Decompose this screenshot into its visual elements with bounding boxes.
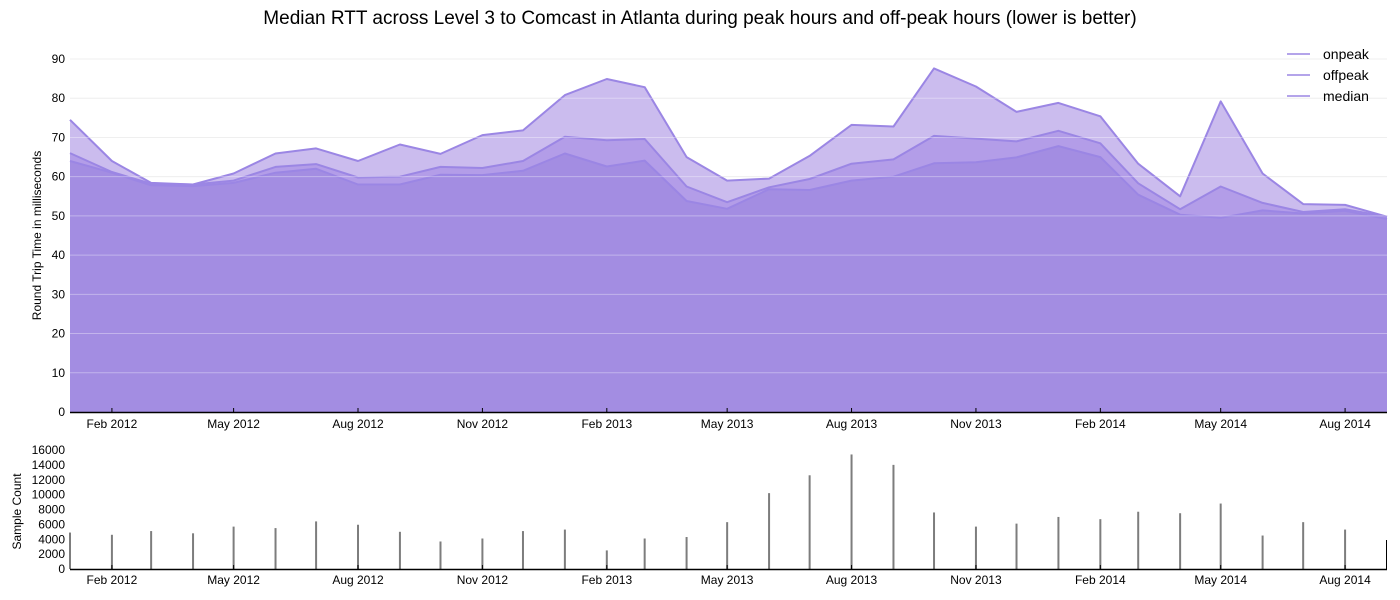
top-y-tick-label: 90 [52,52,66,66]
sample-count-bar [1219,503,1222,569]
sample-count-bar [439,541,442,569]
bottom-y-axis-label: Sample Count [10,473,24,550]
top-y-tick-label: 70 [52,130,66,144]
top-x-tick-label: May 2014 [1194,417,1247,431]
legend-label-median: median [1323,88,1369,104]
sample-count-bar [643,538,646,569]
top-y-tick-label: 10 [52,366,66,380]
bottom-y-tick-label: 8000 [38,503,65,517]
sample-count-bar [1137,511,1140,569]
sample-count-bar [521,531,524,569]
sample-count-bar [850,454,853,569]
bottom-x-tick-label: Aug 2013 [826,573,878,587]
area-median [70,146,1387,412]
bottom-x-tick-label: Nov 2013 [950,573,1002,587]
bottom-x-tick-label: Feb 2013 [581,573,632,587]
top-y-tick-label: 40 [52,248,66,262]
top-x-tick-label: Feb 2012 [87,417,138,431]
sample-count-bar [726,522,729,569]
legend-label-offpeak: offpeak [1323,67,1370,83]
sample-count-bar [357,524,360,569]
chart-title: Median RTT across Level 3 to Comcast in … [263,8,1137,29]
bottom-y-tick-label: 6000 [38,517,65,531]
sample-count-bar [605,550,608,569]
top-y-tick-label: 30 [52,287,66,301]
sample-count-bar [274,528,277,569]
sample-count-bar [481,538,484,569]
bottom-x-tick-label: May 2014 [1194,573,1247,587]
legend-label-onpeak: onpeak [1323,46,1370,62]
top-x-tick-label: May 2013 [701,417,754,431]
sample-count-bar [974,526,977,569]
sample-count-bar [315,521,318,569]
top-y-tick-label: 0 [58,405,65,419]
top-y-axis-label: Round Trip Time in milliseconds [30,151,44,320]
line-median [69,145,1388,220]
sample-count-bars [69,454,1347,569]
sample-count-bar [192,533,195,569]
sample-count-bar [808,475,811,569]
top-area-series [69,58,1388,413]
bottom-x-tick-label: Feb 2014 [1075,573,1126,587]
top-x-tick-label: Aug 2013 [826,417,878,431]
sample-count-bar [933,512,936,569]
bottom-x-tick-label: Aug 2012 [332,573,384,587]
sample-count-bar [232,526,235,569]
bottom-x-tick-label: May 2013 [701,573,754,587]
bottom-y-tick-label: 0 [58,562,65,576]
sample-count-bar [1099,519,1102,569]
top-y-tick-label: 50 [52,209,66,223]
top-x-tick-label: Nov 2012 [457,417,509,431]
top-x-tick-label: Nov 2013 [950,417,1002,431]
sample-count-bar [892,464,895,569]
legend: onpeak offpeak median [1287,46,1370,104]
top-y-tick-label: 20 [52,327,66,341]
sample-count-bar [1344,529,1347,569]
top-x-tick-label: Feb 2013 [581,417,632,431]
top-axes: 0 10 20 30 40 50 60 70 80 90 Feb 2012 May 2012 Aug 2… [30,52,1387,431]
top-y-tick-label: 80 [52,91,66,105]
line-onpeak [69,67,1388,218]
bottom-y-tick-label: 16000 [32,443,66,457]
bottom-y-tick-label: 4000 [38,532,65,546]
top-x-tick-label: Aug 2012 [332,417,384,431]
bottom-y-tick-label: 2000 [38,547,65,561]
sample-count-bar [1302,522,1305,569]
sample-count-bar [768,493,771,569]
sample-count-bar [110,534,113,569]
bottom-y-tick-label: 12000 [32,473,66,487]
sample-count-bar [685,537,688,569]
line-offpeak [69,129,1388,218]
sample-count-bar [150,531,153,569]
top-x-tick-label: May 2012 [207,417,260,431]
top-x-tick-label: Feb 2014 [1075,417,1126,431]
sample-count-bar [69,532,71,569]
bottom-x-tick-label: May 2012 [207,573,260,587]
sample-count-bar [563,529,566,569]
bottom-x-tick-label: Feb 2012 [87,573,138,587]
sample-count-bar [1057,516,1060,569]
sample-count-bar [1179,513,1182,569]
sample-count-bar [1261,535,1264,569]
top-x-tick-label: Aug 2014 [1319,417,1371,431]
top-y-tick-label: 60 [52,170,66,184]
bottom-y-tick-label: 14000 [32,458,66,472]
sample-count-bar [398,531,401,569]
bottom-x-tick-label: Aug 2014 [1319,573,1371,587]
bottom-y-tick-label: 10000 [32,488,66,502]
bottom-x-tick-label: Nov 2012 [457,573,509,587]
sample-count-bar [1015,523,1018,569]
